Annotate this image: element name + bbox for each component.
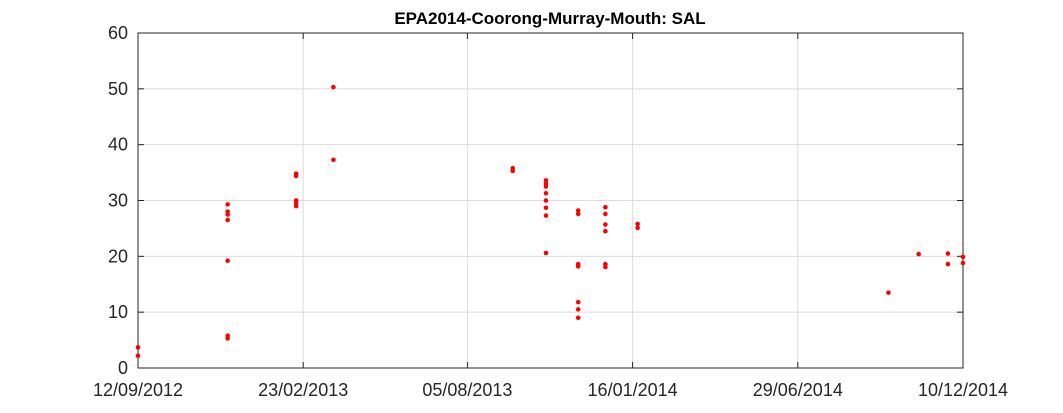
data-point	[603, 222, 608, 227]
y-tick-label: 30	[108, 191, 128, 211]
x-tick-label: 05/08/2013	[422, 380, 512, 400]
y-tick-label: 10	[108, 302, 128, 322]
data-point	[635, 221, 640, 227]
y-tick-label: 50	[108, 79, 128, 99]
data-point	[293, 173, 299, 179]
data-point	[603, 228, 608, 234]
data-point	[543, 178, 549, 183]
data-point	[543, 213, 549, 218]
data-point	[575, 315, 581, 321]
data-point	[135, 345, 141, 350]
data-point	[543, 250, 549, 256]
data-point	[603, 264, 608, 270]
data-point	[575, 208, 581, 213]
data-point	[135, 353, 141, 359]
data-point	[575, 299, 581, 305]
x-tick-label: 29/06/2014	[753, 380, 843, 400]
data-point	[960, 254, 966, 260]
data-point	[575, 264, 581, 269]
data-point	[543, 190, 549, 196]
plot-border	[137, 32, 964, 369]
data-point	[225, 258, 230, 264]
data-point	[225, 202, 230, 207]
data-point	[945, 251, 951, 256]
x-tick-labels: 12/09/2012 23/02/2013 05/08/2013 16/01/2014…	[93, 380, 1008, 400]
data-point	[543, 184, 549, 189]
data-point	[575, 211, 581, 217]
y-tick-label: 0	[118, 358, 128, 378]
data-point	[960, 260, 966, 266]
y-tick-labels: 0 10 20 30 40 50 60	[108, 23, 128, 378]
data-point	[543, 198, 549, 203]
data-point	[916, 251, 921, 257]
chart-title: EPA2014-Coorong-Murray-Mouth: SAL	[394, 9, 705, 28]
data-point	[945, 261, 951, 267]
x-tick-label: 12/09/2012	[93, 380, 183, 400]
x-tick-label: 23/02/2013	[258, 380, 348, 400]
data-point	[575, 307, 581, 312]
x-tick-label: 16/01/2014	[588, 380, 678, 400]
data-point	[331, 157, 336, 163]
data-point	[603, 204, 608, 210]
data-points	[135, 84, 966, 359]
data-point	[543, 205, 549, 211]
data-point	[331, 84, 336, 90]
x-tick-label: 10/12/2014	[918, 380, 1008, 400]
data-point	[635, 225, 640, 231]
data-point	[510, 168, 516, 174]
y-tick-label: 40	[108, 135, 128, 155]
data-point	[886, 290, 891, 295]
data-point	[225, 336, 230, 341]
data-point	[293, 203, 299, 209]
data-point	[225, 217, 230, 223]
data-point	[603, 211, 608, 217]
y-tick-label: 60	[108, 23, 128, 43]
data-point	[225, 212, 230, 217]
y-tick-label: 20	[108, 246, 128, 266]
